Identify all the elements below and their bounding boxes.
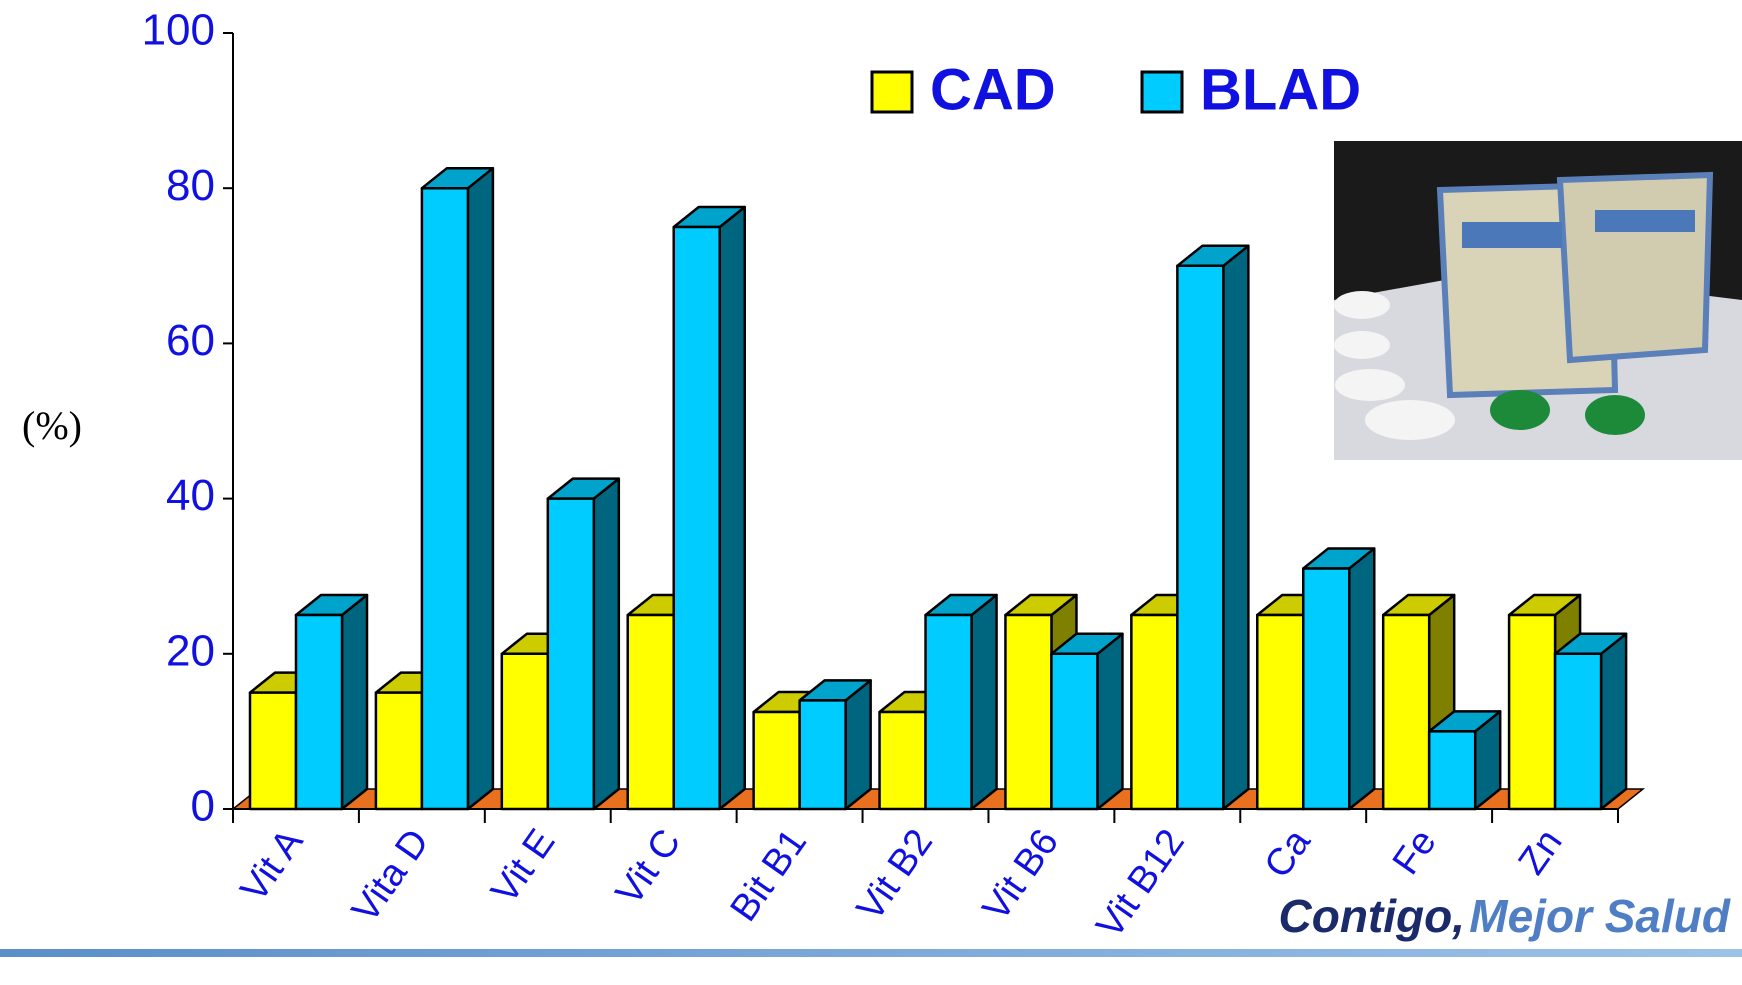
x-tick-label: Bit B1 [723,822,816,929]
bar-side [1222,244,1250,811]
y-tick-label: 60 [166,316,215,365]
bar-front [1427,730,1477,811]
x-tick-label: Vit A [233,821,312,909]
bar-side [718,205,746,811]
bar-front [248,691,298,811]
bar-front [420,186,470,811]
bar-front [546,497,596,811]
bar [1381,593,1456,811]
bar [1427,710,1502,811]
bar-front [1507,613,1557,811]
x-tick-label: Vit B6 [975,822,1067,929]
bar [1553,632,1628,811]
y-axis-label: (%) [22,403,82,448]
bar-front [1176,264,1225,811]
bar-front [1256,613,1305,811]
x-tick-label: Vit E [483,822,563,911]
y-tick-label: 100 [142,6,215,55]
x-tick-label: Vit C [608,822,689,913]
bar [924,593,998,811]
bar-front [1381,613,1431,811]
y-tick-label: 80 [166,161,215,210]
bar-front [924,613,973,811]
x-tick-label: Vita D [344,822,437,930]
bar-front [798,699,847,811]
bar-front [626,613,675,811]
bar [546,477,621,811]
bar [420,166,495,811]
bar [798,679,872,811]
bar-front [374,691,424,811]
footer-slogan: Mejor Salud [1469,890,1731,942]
x-tick-label: Ca [1257,821,1320,886]
footer-line [0,949,1742,957]
x-tick-label: Vit B2 [849,822,941,929]
legend-label: BLAD [1200,57,1361,122]
x-tick-label: Vit B12 [1089,822,1193,946]
photo [1334,141,1742,460]
bar-side [466,166,495,811]
bar-side [970,593,998,811]
bar-front [878,710,927,811]
bar-front [1302,567,1351,811]
x-tick-label: Zn [1511,822,1571,882]
bar-side [1348,547,1376,811]
bar-front [1050,652,1099,811]
bar-side [1599,632,1628,811]
bar [672,205,746,811]
bar-front [752,710,801,811]
footer-brand: Contigo, [1279,890,1466,942]
y-tick-label: 40 [166,471,215,520]
bar [1176,244,1250,811]
bar-front [1004,613,1053,811]
y-tick-label: 0 [191,782,215,831]
bar [1302,547,1376,811]
bar-front [1130,613,1179,811]
legend-swatch [870,70,914,114]
legend-label: CAD [930,57,1056,122]
bar-side [592,477,621,811]
x-tick-label: Fe [1385,822,1445,882]
bar-front [672,225,721,811]
bar-side [340,593,369,811]
bar [1050,632,1124,811]
bar-front [294,613,344,811]
bar-side [844,679,872,811]
bar-front [500,652,550,811]
bar-side [1096,632,1124,811]
bar [294,593,369,811]
bar-front [1553,652,1603,811]
legend-swatch [1140,70,1184,114]
y-tick-label: 20 [166,626,215,675]
